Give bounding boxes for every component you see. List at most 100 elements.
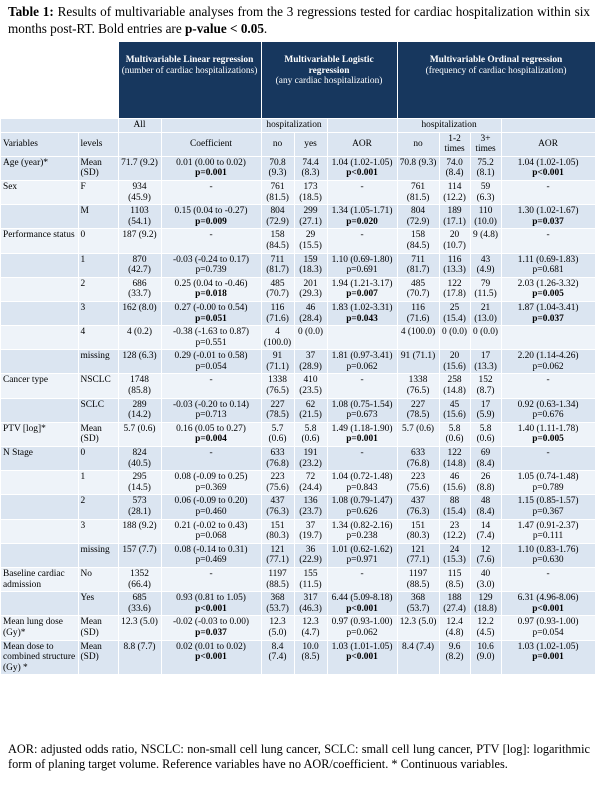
- cell-all-value: 12.3 (5.0): [121, 617, 158, 628]
- cell-coef: 0.21 (-0.02 to 0.43) p=0.068: [161, 519, 262, 544]
- cell-lyes-value: 36 (22.9): [299, 544, 322, 566]
- cell-o12-value: 114 (12.2): [443, 181, 466, 203]
- cell-o12-value: 46 (15.6): [443, 472, 466, 493]
- cell-lvl-value: SCLC: [80, 399, 104, 410]
- cell-lvl: Mean (SD): [78, 422, 119, 448]
- cell-lvl: 4: [78, 325, 119, 351]
- cell-laor: [327, 325, 398, 351]
- header-ordinal-aor: AOR: [501, 132, 596, 157]
- cell-lyes-value: 29 (15.5): [299, 230, 322, 251]
- cell-ono-value: 8.4 (7.4): [402, 641, 435, 652]
- cell-o3-value: 48 (8.4): [476, 496, 495, 517]
- cell-laor: 1.10 (0.69-1.80) p=0.691: [327, 253, 398, 278]
- cell-laor-pvalue: p=0.971: [346, 555, 378, 566]
- cell-o12-value: 12.4 (4.8): [445, 617, 464, 638]
- cell-all: 157 (7.7): [118, 543, 162, 568]
- cell-laor-pvalue: p=0.691: [346, 265, 378, 276]
- header-ordinal: Multivariable Ordinal regression (frequen…: [397, 42, 596, 119]
- cell-oaor-value: 1.40 (1.11-1.78): [517, 423, 579, 434]
- header-ordinal-no: no: [397, 132, 440, 157]
- cell-ono: 223 (75.6): [397, 470, 440, 496]
- cell-o3: 79 (11.5): [470, 277, 502, 302]
- cell-lno: 485 (70.7): [261, 277, 295, 302]
- cell-lyes-value: 74.4 (8.3): [301, 157, 320, 179]
- cell-laor-pvalue: p=0.843: [346, 482, 378, 493]
- cell-oaor-value: 1.87 (1.04-3.41): [517, 302, 579, 313]
- cell-lno-value: 70.8 (9.3): [268, 157, 287, 179]
- cell-lyes: 37 (28.9): [294, 349, 328, 375]
- cell-laor: 1.34 (0.82-2.16) p=0.238: [327, 519, 398, 544]
- cell-o3-value: 5.8 (0.6): [476, 423, 495, 445]
- cell-laor-value: 1.94 (1.21-3.17): [331, 278, 393, 289]
- cell-all-value: 157 (7.7): [122, 544, 157, 555]
- cell-lno-value: 4 (100.0): [263, 327, 292, 348]
- header-levels: levels: [78, 132, 119, 157]
- cell-o12-value: 25 (15.4): [443, 302, 466, 324]
- cell-coef-value: 0.06 (-0.09 to 0.20): [174, 496, 248, 507]
- cell-o3: 12.2 (4.5): [470, 615, 502, 641]
- cell-var: [1, 301, 79, 327]
- cell-coef-pvalue: p=0.551: [195, 337, 227, 348]
- cell-oaor-pvalue: p=0.111: [532, 531, 564, 542]
- cell-coef-value: -0.38 (-1.63 to 0.87): [172, 327, 250, 338]
- cell-lno: 437 (76.3): [261, 494, 295, 520]
- cell-oaor: 1.87 (1.04-3.41) p=0.037: [501, 301, 596, 327]
- cell-oaor: 1.03 (1.02-1.05) p=0.001: [501, 640, 596, 676]
- cell-ono-value: 711 (81.7): [406, 254, 430, 276]
- cell-o12: 25 (15.4): [439, 301, 471, 327]
- cell-lyes: 72 (24.4): [294, 470, 328, 496]
- cell-var: [1, 253, 79, 278]
- cell-lvl-value: 1: [80, 254, 86, 265]
- cell-var: [1, 204, 79, 230]
- cell-lyes: 173 (18.5): [294, 180, 328, 206]
- cell-laor-pvalue: p=0.007: [346, 289, 378, 300]
- cell-lyes: 410 (23.5): [294, 373, 328, 399]
- table-row: missing 128 (6.3) 0.29 (-0.01 to 0.58) p=0.…: [1, 349, 596, 375]
- cell-o3: 17 (13.3): [470, 349, 502, 375]
- cell-lyes: 5.8 (0.6): [294, 422, 328, 448]
- table-row: PTV [log]* Mean (SD) 5.7 (0.6) 0.16 (0.05 t…: [1, 422, 596, 448]
- cell-lyes: 36 (22.9): [294, 543, 328, 568]
- cell-var-value: Sex: [3, 181, 18, 192]
- cell-lyes-value: 191 (23.2): [299, 448, 322, 469]
- cell-var: Cancer type: [1, 373, 79, 399]
- cell-ono-value: 91 (71.1): [400, 351, 436, 362]
- cell-ono-value: 1197 (88.5): [406, 568, 430, 590]
- cell-laor-value: 1.81 (0.97-3.41): [331, 351, 393, 362]
- cell-lno-value: 368 (53.7): [266, 593, 289, 614]
- cell-o12: 0 (0.0): [439, 325, 471, 351]
- cell-o3: 26 (8.8): [470, 470, 502, 496]
- cell-coef-pvalue: p=0.739: [195, 265, 227, 276]
- cell-ono-value: 633 (76.8): [406, 448, 430, 469]
- cell-coef: -: [161, 228, 262, 254]
- cell-oaor: [501, 325, 596, 351]
- cell-laor: 1.08 (0.75-1.54) p=0.673: [327, 398, 398, 423]
- cell-oaor-value: -: [546, 568, 550, 579]
- cell-laor-value: 1.08 (0.75-1.54): [331, 399, 393, 410]
- cell-laor-value: 6.44 (5.09-8.18): [331, 593, 393, 604]
- cell-o12-value: 122 (14.8): [443, 448, 466, 469]
- cell-coef-pvalue: p=0.004: [195, 434, 227, 445]
- cell-oaor-value: 0.97 (0.93-1.00): [517, 617, 579, 628]
- header-logistic-hosp: hospitalization: [261, 118, 328, 133]
- cell-all: 1748 (85.8): [118, 373, 162, 399]
- cell-o12-value: 88 (15.4): [443, 496, 466, 517]
- header-row-groups: Multivariable Linear regression (number o…: [1, 42, 596, 119]
- cell-lno-value: 151 (80.3): [266, 520, 289, 542]
- cell-lno: 116 (71.6): [261, 301, 295, 327]
- cell-ono: 116 (71.6): [397, 301, 440, 327]
- cell-all: 5.7 (0.6): [118, 422, 162, 448]
- table-row: N Stage 0 824 (40.5) - 633 (76.8) 191 (23.2) -…: [1, 446, 596, 472]
- cell-lno-value: 223 (75.6): [266, 472, 289, 493]
- cell-all-value: 71.7 (9.2): [121, 157, 158, 168]
- table-row: 3 162 (8.0) 0.27 (-0.00 to 0.54) p=0.051 116…: [1, 301, 596, 327]
- cell-o12-value: 24 (15.3): [443, 544, 466, 566]
- cell-ono: 12.3 (5.0): [397, 615, 440, 641]
- cell-lyes: 155 (11.5): [294, 567, 328, 593]
- cell-all-value: 187 (9.2): [122, 230, 157, 241]
- cell-coef: 0.15 (0.04 to -0.27) p=0.009: [161, 204, 262, 230]
- cell-oaor-pvalue: p<0.001: [532, 603, 564, 614]
- cell-laor-pvalue: p=0.062: [346, 361, 378, 372]
- cell-lvl: 1: [78, 253, 119, 278]
- cell-lyes-value: 410 (23.5): [299, 375, 322, 397]
